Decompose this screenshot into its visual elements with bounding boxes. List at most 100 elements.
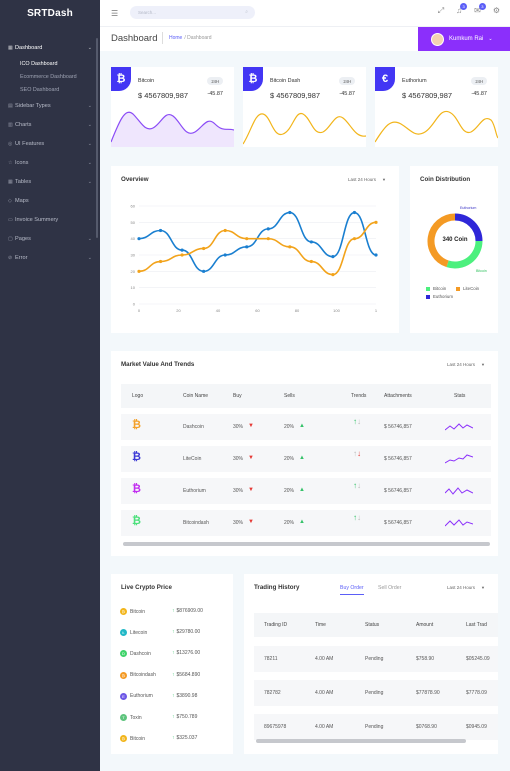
breadcrumb-current: Dashboard <box>187 35 212 41</box>
search-icon[interactable]: ⌕ <box>245 9 248 15</box>
buy-cell: 30% <box>233 456 244 462</box>
data-point <box>352 210 357 215</box>
market-table-header: Logo Coin Name Buy Sells Trends Attachme… <box>121 384 491 408</box>
data-point <box>309 240 313 244</box>
trend-up-icon: ↑↓ <box>353 513 361 522</box>
sells-cell: 20% <box>284 488 295 494</box>
topbar-actions: ⤢ ♫ 3 ✉ 3 ⚙ <box>437 3 500 16</box>
coin-value: $ 4567809,987 <box>138 91 189 100</box>
trading-range-select[interactable]: Last 24 Hours ▼ <box>447 585 485 590</box>
coin-sparkline <box>111 111 234 147</box>
sidebar-item-invoice[interactable]: ▭ Invoice Summery <box>0 210 100 229</box>
price-value: $750.789 <box>176 714 198 720</box>
brand-logo[interactable]: SRTDash <box>27 7 73 19</box>
overview-title: Overview <box>121 176 149 183</box>
x-tick-label: 100 <box>333 308 340 313</box>
sidebar-item-dashboard[interactable]: ▦ Dashboard ⌄ <box>0 38 100 57</box>
column-header: Status <box>365 622 380 628</box>
sidebar-item-sidebar-types[interactable]: ▤ Sidebar Types ⌄ <box>0 96 100 115</box>
avatar <box>431 32 444 46</box>
sidebar-item-pages[interactable]: ▢ Pages ⌄ <box>0 229 100 248</box>
search-placeholder: Search... <box>138 9 157 15</box>
breadcrumb-home[interactable]: Home <box>169 35 183 41</box>
chevron-down-icon: ⌄ <box>87 235 92 242</box>
chevron-down-icon: ⌄ <box>87 102 92 109</box>
column-header: Amount <box>416 622 434 628</box>
y-tick-label: 40 <box>131 236 136 241</box>
legend-label: LiteCoin <box>463 286 480 291</box>
sidebar-item-maps[interactable]: ◇ Maps <box>0 191 100 210</box>
status-cell: Pending <box>365 690 384 696</box>
mail-icon[interactable]: ✉ 3 <box>474 3 486 16</box>
sidebar-item-label: Error <box>15 254 28 261</box>
y-tick-label: 60 <box>131 204 136 209</box>
chevron-down-icon: ⌄ <box>488 36 493 42</box>
trading-table-scrollbar[interactable] <box>256 739 466 743</box>
overview-range-select[interactable]: Last 24 Hours ▼ <box>348 177 386 182</box>
gear-icon[interactable]: ⚙ <box>492 6 500 15</box>
sidebar-sub-ecommerce[interactable]: Ecommerce Dashboard <box>20 73 77 80</box>
sidebar-sub-seo[interactable]: SEO Dashboard <box>20 86 60 93</box>
triangle-down-icon: ▼ <box>248 487 254 493</box>
table-row: ₿ Dashcoin 30% ▼ 20% ▲ ↑↓ $ 56746,857 <box>121 414 491 440</box>
data-point <box>352 237 357 241</box>
coin-price: ↑ $29780.00 <box>172 629 200 635</box>
coin-name: Toxin <box>130 714 142 721</box>
sidebar: SRTDash ▦ Dashboard ⌄ ICO Dashboard Ecom… <box>0 0 100 771</box>
sidebar-item-tables[interactable]: ▦ Tables ⌄ <box>0 172 100 191</box>
distribution-title: Coin Distribution <box>420 176 471 183</box>
y-tick-label: 30 <box>131 253 136 258</box>
triangle-down-icon: ▼ <box>248 423 254 429</box>
bell-icon[interactable]: ♫ 3 <box>456 3 468 16</box>
chevron-down-icon: ⌄ <box>87 140 92 147</box>
triangle-up-icon: ▲ <box>299 423 305 429</box>
coin-value: $ 4567809,987 <box>402 91 453 100</box>
last-trade-cell: $7778.09 <box>466 690 487 696</box>
sidebar-item-charts[interactable]: ▥ Charts ⌄ <box>0 115 100 134</box>
last-trade-cell: $0945.09 <box>466 724 487 730</box>
sidebar-sub-ico[interactable]: ICO Dashboard <box>20 60 58 67</box>
stats-line <box>445 454 473 464</box>
donut-slice-label-euthorium: Euthorium <box>460 206 477 210</box>
star-icon: ☆ <box>8 159 13 166</box>
list-item: Ł Litecoin <box>120 629 147 637</box>
sidebar-item-icons[interactable]: ☆ Icons ⌄ <box>0 153 100 172</box>
coin-icon: T <box>120 714 127 721</box>
coin-sparkline <box>243 112 366 145</box>
fullscreen-icon[interactable]: ⤢ <box>437 6 445 15</box>
coin-icon: D <box>120 650 127 658</box>
coin-name-cell: Bitcoindash <box>183 520 209 526</box>
column-header: Last Trad <box>466 622 487 628</box>
user-menu[interactable]: Kumkum Rai ⌄ <box>418 27 510 51</box>
legend-swatch <box>456 286 460 291</box>
arrow-up-icon: ↑ <box>172 629 175 636</box>
market-table-scrollbar[interactable] <box>123 542 490 546</box>
column-header: Stats <box>454 393 466 399</box>
coin-name: Bitcoin <box>138 78 155 84</box>
price-value: $29780.00 <box>176 629 201 636</box>
column-header: Attachments <box>384 393 412 399</box>
sparkline-area <box>111 112 234 147</box>
live-price-title: Live Crypto Price <box>121 584 172 591</box>
list-item: ₿ Bitcoin <box>120 608 145 615</box>
coin-name-cell: Dashcoin <box>183 424 204 430</box>
layout-icon: ▤ <box>8 102 13 109</box>
sidebar-item-ui-features[interactable]: ◎ UI Features ⌄ <box>0 134 100 153</box>
bitcoin-icon: ₿ <box>243 67 263 91</box>
price-value: $876909.00 <box>176 608 203 614</box>
triangle-up-icon: ▲ <box>299 455 305 461</box>
sidebar-item-error[interactable]: ⊘ Error ⌄ <box>0 248 100 267</box>
search-input[interactable]: Search... ⌕ <box>130 6 255 19</box>
coin-name: Euthorium <box>402 78 427 84</box>
stats-sparkline <box>445 423 473 431</box>
market-range-select[interactable]: Last 24 Hours ▼ <box>447 362 485 367</box>
time-cell: 4.00 AM <box>315 690 334 696</box>
menu-icon[interactable]: ☰ <box>111 9 119 18</box>
legend-swatch <box>426 286 430 291</box>
sidebar-scrollbar[interactable] <box>96 38 98 238</box>
tab-buy-order[interactable]: Buy Order <box>340 585 364 595</box>
tab-sell-order[interactable]: Sell Order <box>378 585 402 591</box>
coin-icon: Ł <box>120 629 127 637</box>
breadcrumb-separator: / <box>184 35 188 41</box>
data-point <box>223 228 227 233</box>
